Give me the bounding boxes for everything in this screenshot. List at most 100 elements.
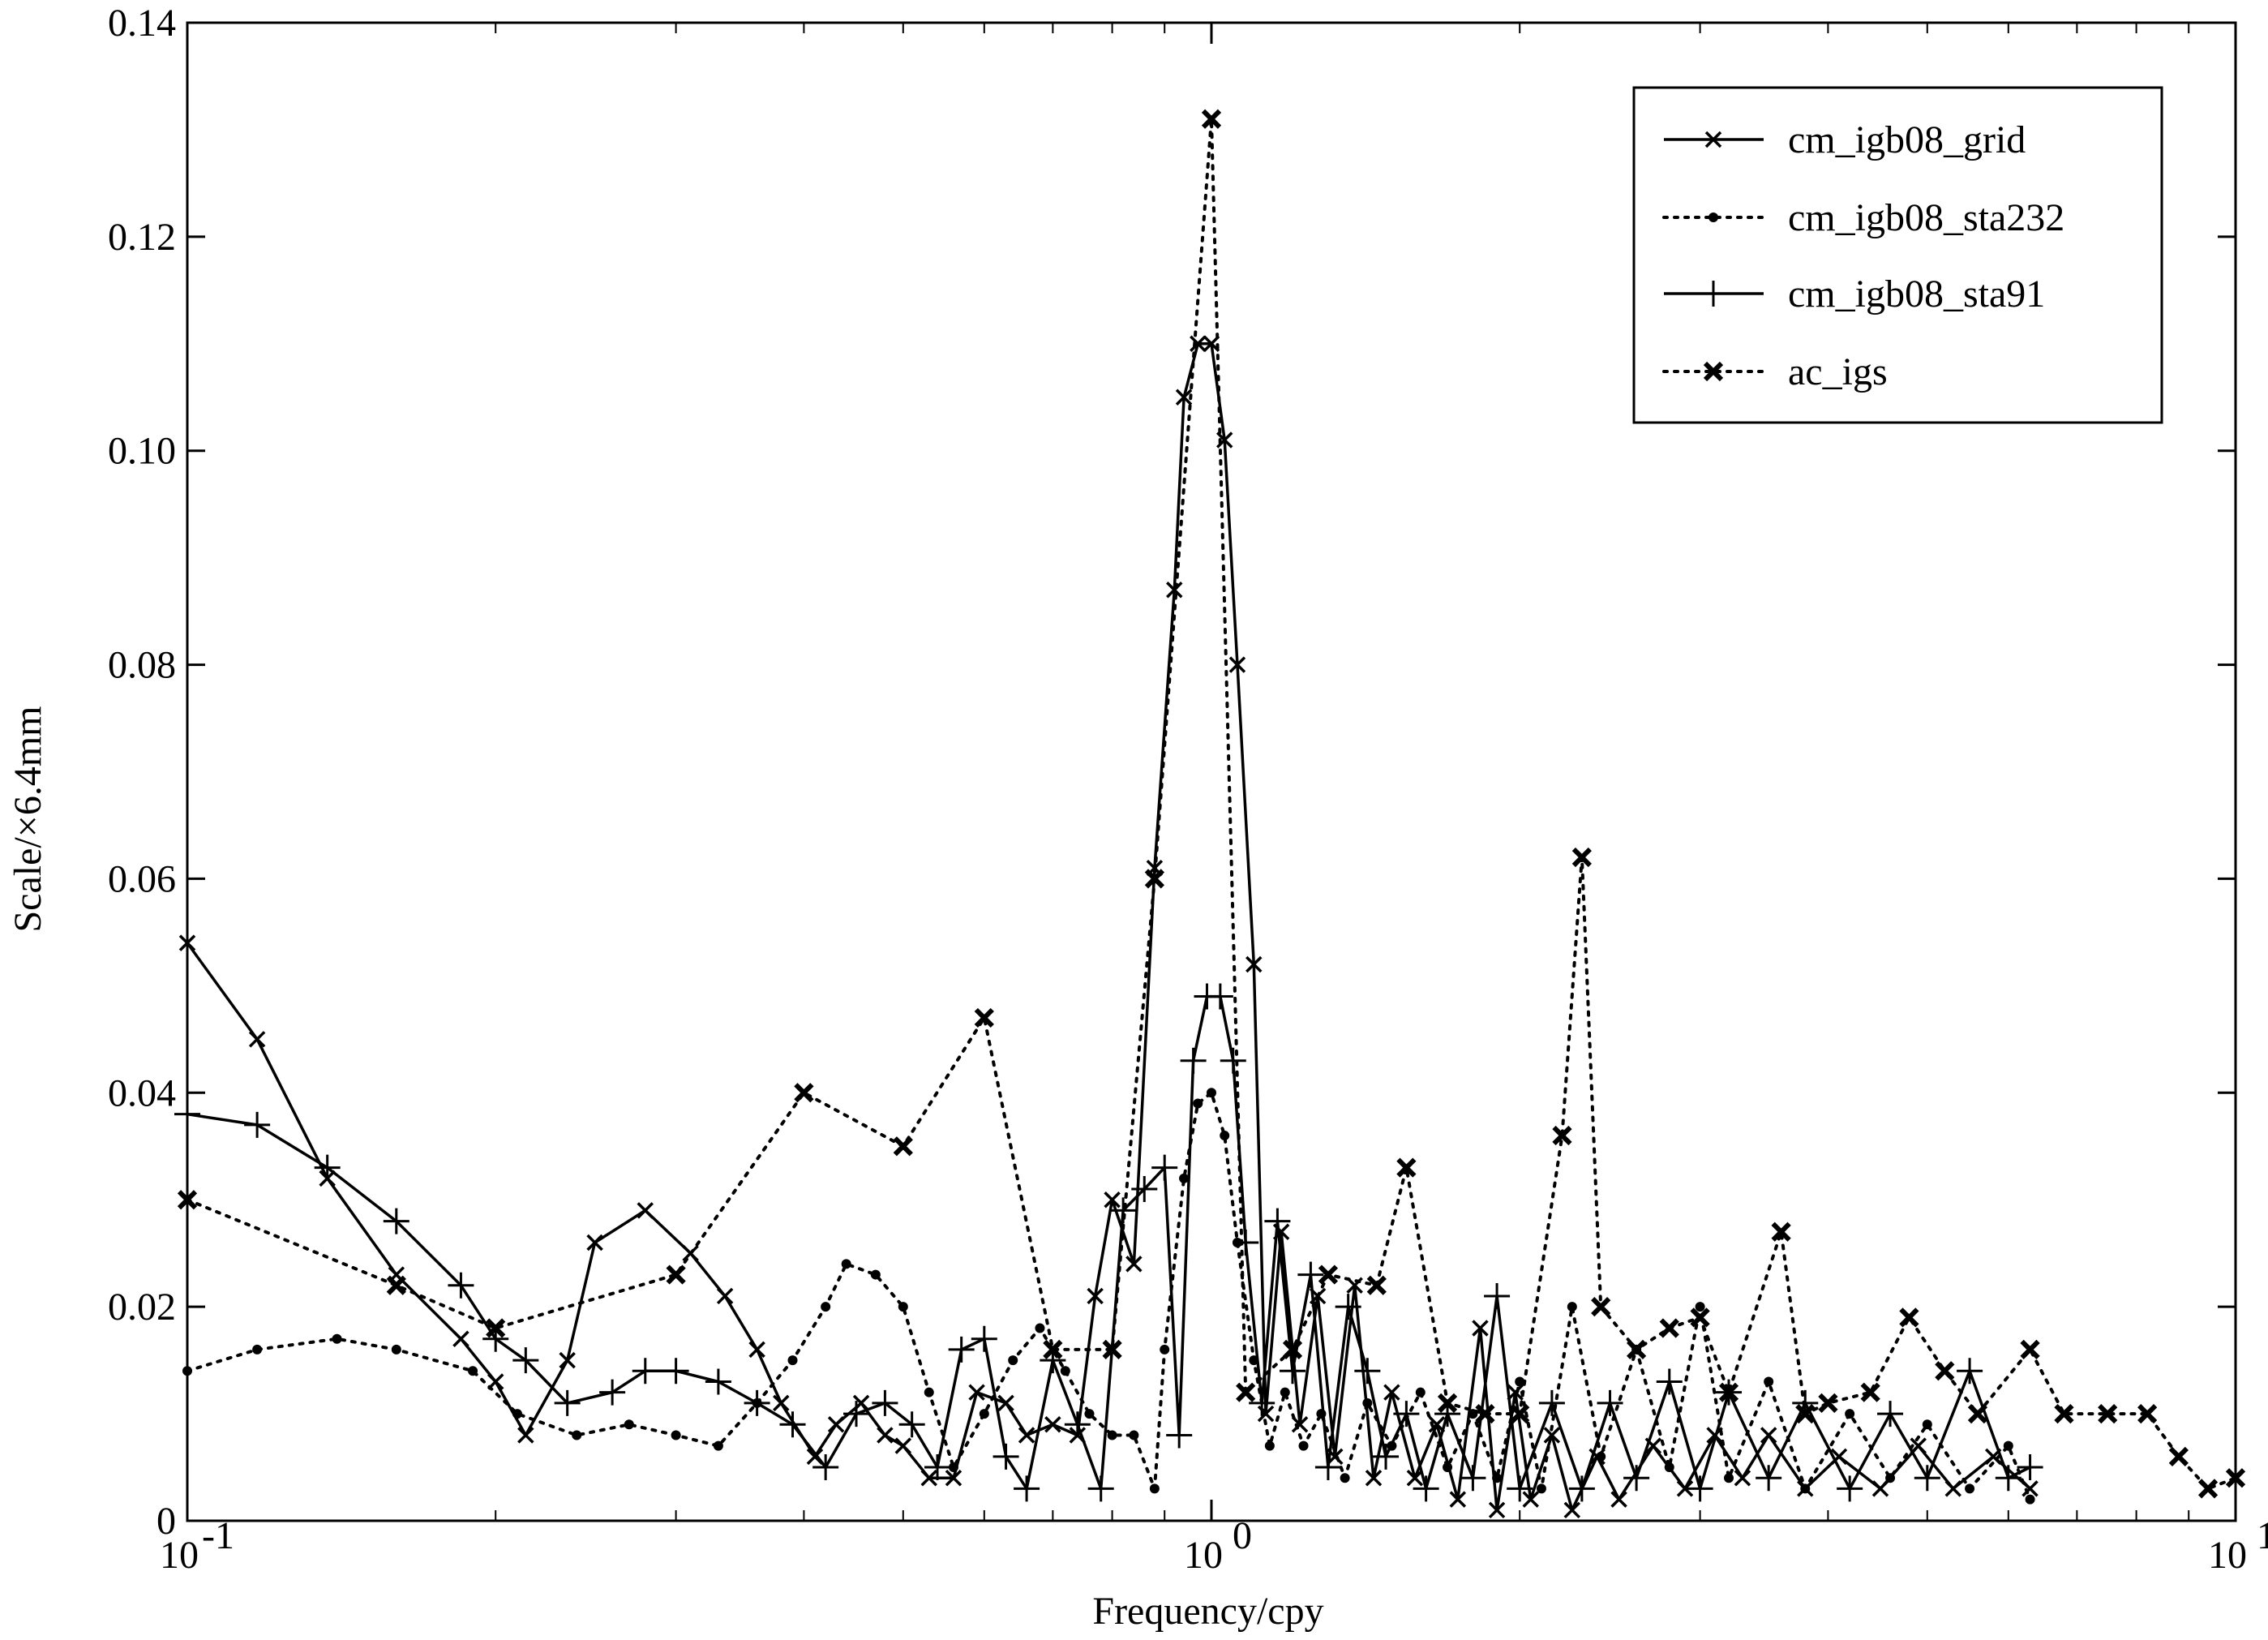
data-point (1166, 1422, 1193, 1449)
y-tick-label: 0.14 (108, 2, 176, 45)
series-layer (174, 109, 2246, 1519)
legend-marker (1703, 361, 1724, 382)
data-point (1087, 1287, 1104, 1305)
data-point (452, 1330, 469, 1347)
data-point (1220, 1131, 1230, 1141)
data-point (924, 1387, 934, 1397)
data-point (1510, 1403, 1530, 1424)
data-point (1552, 1125, 1572, 1146)
data-point (559, 1351, 576, 1369)
data-point (1064, 1411, 1091, 1438)
data-point (1149, 1483, 1160, 1494)
data-point (794, 1083, 814, 1103)
data-point (971, 1325, 997, 1352)
legend-marker (1704, 131, 1722, 148)
legend-box (1632, 86, 2163, 424)
data-point (2197, 1479, 2219, 1499)
data-point (713, 1440, 723, 1451)
data-point (894, 1437, 912, 1454)
data-point (637, 1202, 654, 1219)
data-point (1035, 1323, 1045, 1333)
data-point (244, 1111, 271, 1138)
data-point (1406, 1469, 1424, 1487)
data-point (1415, 1387, 1426, 1397)
data-point (1125, 1256, 1143, 1273)
series-line (186, 342, 2031, 1512)
legend-label: cm_igb08_grid (1788, 118, 2026, 161)
data-point (1366, 1275, 1387, 1295)
data-point (1914, 1465, 1940, 1492)
data-point (1596, 1451, 1606, 1462)
data-point (968, 1384, 985, 1401)
data-point (517, 1427, 534, 1444)
data-point (1967, 1403, 1988, 1424)
data-point (448, 1272, 474, 1299)
data-point (1043, 1339, 1063, 1360)
data-point (1871, 1480, 1889, 1497)
data-point (1515, 1376, 1525, 1387)
data-point (1291, 1416, 1309, 1433)
data-point (787, 1355, 798, 1366)
data-point (1623, 1465, 1650, 1492)
data-point (1522, 1491, 1539, 1508)
data-point (1179, 1173, 1190, 1183)
data-point (1656, 1368, 1683, 1395)
data-point (1318, 1264, 1339, 1285)
data-point (1207, 1088, 1216, 1098)
data-point (632, 1358, 658, 1385)
data-point (1060, 1366, 1070, 1376)
data-point (1957, 1358, 1983, 1385)
data-point (1800, 1483, 1811, 1494)
data-point (2098, 1403, 2118, 1424)
y-axis-title: Scale/×6.4mm (6, 706, 49, 932)
data-point (1536, 1483, 1546, 1494)
data-point (1084, 1409, 1095, 1419)
data-point (1443, 1462, 1453, 1473)
legend-marker (1709, 213, 1718, 222)
y-tick-label: 0.08 (108, 644, 176, 687)
data-point (1591, 1297, 1611, 1317)
data-point (827, 1416, 845, 1433)
data-point (248, 1031, 266, 1048)
data-point (1837, 1475, 1863, 1502)
x-tick-exponent: 0 (1233, 1514, 1252, 1557)
x-tick-label: 10 (1184, 1534, 1223, 1577)
series-line (186, 1091, 2032, 1501)
data-point (1760, 1427, 1777, 1444)
series-cm_igb08_sta91 (174, 983, 2043, 1502)
data-point (586, 1234, 603, 1251)
data-point (1129, 1430, 1139, 1440)
data-point (1965, 1483, 1975, 1494)
data-point (1922, 1419, 1932, 1430)
data-point (1756, 1465, 1782, 1492)
series-cm_igb08_grid (178, 335, 2039, 1519)
data-point (1314, 1454, 1341, 1481)
data-point (1659, 1318, 1679, 1338)
data-point (512, 1347, 539, 1374)
data-point (624, 1419, 634, 1430)
data-point (1228, 656, 1246, 673)
y-tick-label: 0.10 (108, 430, 176, 473)
data-point (1718, 1382, 1739, 1402)
data-point (1795, 1403, 1816, 1424)
data-point (1944, 1480, 1961, 1497)
data-point (948, 1462, 958, 1473)
data-point (554, 1389, 581, 1416)
data-point (1460, 1465, 1486, 1492)
data-point (1044, 1416, 1061, 1433)
data-point (662, 1358, 689, 1385)
data-point (2137, 1403, 2158, 1424)
data-point (1449, 1491, 1467, 1508)
data-point (1695, 1302, 1705, 1312)
legend-marker (1700, 281, 1726, 307)
data-point (1475, 1403, 1495, 1424)
data-point (1160, 1344, 1170, 1355)
data-point (1724, 1473, 1734, 1483)
data-point (512, 1409, 522, 1419)
data-point (1845, 1409, 1855, 1419)
data-point (1568, 1475, 1595, 1502)
data-point (1995, 1465, 2021, 1492)
data-point (993, 1443, 1019, 1470)
